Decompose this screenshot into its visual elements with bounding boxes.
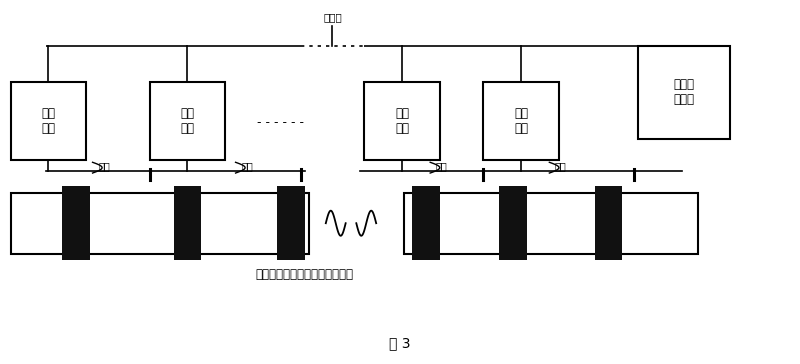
Text: 监测
系统: 监测 系统 (181, 107, 194, 135)
Bar (10, 193, 309, 254)
Text: 光缆: 光缆 (436, 161, 447, 171)
Text: 光缆: 光缆 (241, 161, 253, 171)
Text: 长途油水气管道或长途通信光缆: 长途油水气管道或长途通信光缆 (256, 268, 354, 281)
Text: 监测
系统: 监测 系统 (395, 107, 409, 135)
Bar (364, 82, 440, 161)
Bar (594, 186, 622, 260)
Bar (638, 46, 730, 139)
Bar (499, 186, 527, 260)
Bar (412, 186, 440, 260)
Text: 远程监
测中心: 远程监 测中心 (674, 78, 694, 106)
Text: 图 3: 图 3 (390, 336, 410, 351)
Bar (404, 193, 698, 254)
Bar (150, 82, 226, 161)
Text: 以太网: 以太网 (323, 12, 342, 23)
Bar (62, 186, 90, 260)
Text: 光缆: 光缆 (98, 161, 110, 171)
Bar (277, 186, 305, 260)
Text: - - - - - -: - - - - - - (258, 116, 304, 129)
Bar (174, 186, 202, 260)
Text: 监测
系统: 监测 系统 (42, 107, 55, 135)
Text: 光缆: 光缆 (555, 161, 566, 171)
Bar (10, 82, 86, 161)
Text: 监测
系统: 监测 系统 (514, 107, 528, 135)
Bar (483, 82, 559, 161)
